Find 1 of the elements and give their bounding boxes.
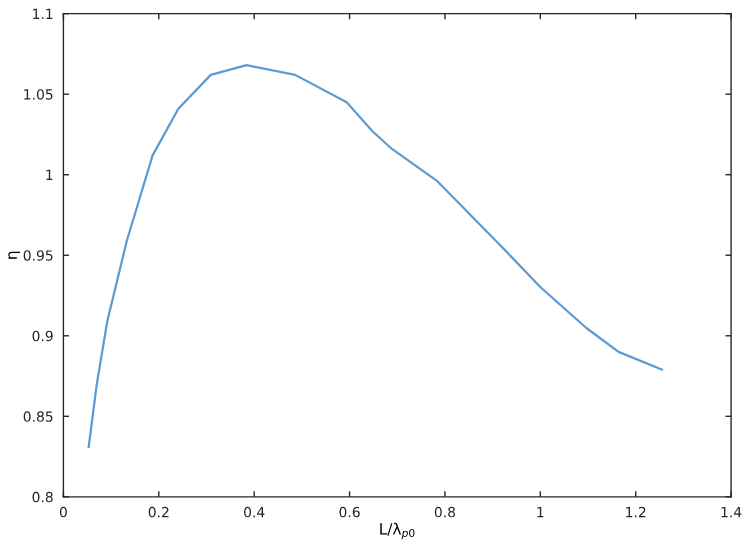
line-series bbox=[87, 64, 664, 449]
